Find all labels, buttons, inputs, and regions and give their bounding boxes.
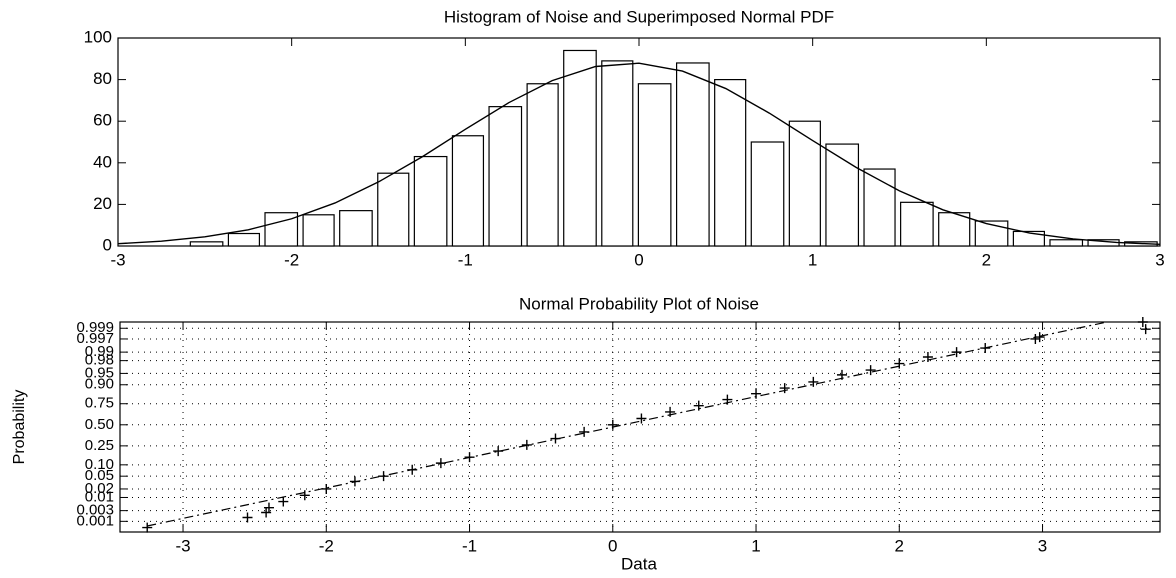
y-tick-label: 0.02 (85, 480, 114, 497)
y-tick-label: 0.25 (85, 437, 114, 454)
data-point (1137, 317, 1148, 327)
pdf-curve (117, 62, 1161, 246)
y-tick-label: 0.01 (85, 488, 114, 505)
histogram-bar (675, 62, 710, 247)
data-point (836, 369, 847, 380)
histogram-bar (1012, 230, 1045, 247)
data-point (550, 433, 561, 444)
data-point (464, 452, 475, 463)
y-tick-label: 0.10 (85, 456, 114, 473)
y-tick-label: 0.75 (85, 395, 114, 412)
data-point (865, 365, 876, 376)
x-tick-label: -3 (175, 536, 190, 555)
histogram-bar (526, 83, 559, 247)
data-point (636, 413, 647, 424)
histogram-bar (563, 49, 597, 247)
data-point (922, 352, 933, 363)
data-point (378, 471, 389, 482)
data-point (665, 406, 676, 417)
y-tick-label: 0 (103, 235, 112, 254)
axes-frame (119, 321, 1161, 533)
histogram-bar (750, 141, 785, 247)
x-tick-label: -2 (319, 536, 334, 555)
data-point (1034, 332, 1045, 343)
x-tick-label: 0 (608, 536, 617, 555)
histogram-bar (189, 241, 224, 247)
data-point (808, 376, 819, 387)
x-tick-label: -1 (458, 250, 473, 269)
y-tick-label: 40 (93, 152, 112, 171)
histogram-bar (863, 168, 896, 247)
data-point (142, 522, 153, 533)
y-tick-label: 0.997 (76, 330, 114, 347)
data-point (435, 458, 446, 469)
y-tick-label: 0.50 (85, 416, 114, 433)
histogram-bar (488, 106, 523, 247)
data-point (779, 383, 790, 394)
x-tick-label: -1 (462, 536, 477, 555)
data-point (894, 358, 905, 369)
x-tick-label: 3 (1155, 250, 1164, 269)
data-point (521, 439, 532, 450)
x-tick-label: -2 (284, 250, 299, 269)
histogram-bar (601, 60, 634, 247)
y-tick-label: 0.999 (76, 319, 114, 336)
data-point (751, 388, 762, 399)
data-point (607, 419, 618, 430)
histogram-bar (1049, 239, 1084, 247)
histogram-bar (825, 143, 860, 247)
x-tick-label: 1 (751, 536, 760, 555)
data-point (278, 496, 289, 507)
data-point (951, 347, 962, 358)
data-point (263, 502, 274, 513)
data-point (299, 490, 310, 501)
histogram-bar (377, 172, 410, 247)
data-point (579, 426, 590, 437)
x-tick-label: 0 (634, 250, 643, 269)
histogram-bar (637, 83, 672, 247)
data-point (321, 483, 332, 494)
histogram-bar (227, 232, 261, 247)
y-tick-label: 0.99 (85, 343, 114, 360)
histogram-bar (413, 155, 448, 247)
histogram-bar (302, 214, 335, 247)
histogram-bar (714, 78, 747, 247)
x-tick-label: 1 (808, 250, 817, 269)
data-point (722, 394, 733, 405)
y-tick-label: 0.05 (85, 467, 114, 484)
y-tick-label: 20 (93, 194, 112, 213)
histogram-bar (788, 120, 821, 247)
y-tick-label: 0.003 (76, 502, 114, 519)
y-tick-label: 80 (93, 69, 112, 88)
chart-title: Histogram of Noise and Superimposed Norm… (444, 7, 834, 26)
y-tick-label: 60 (93, 111, 112, 130)
chart-title: Normal Probability Plot of Noise (519, 294, 759, 313)
data-point (407, 464, 418, 475)
y-tick-label: 0.95 (85, 364, 114, 381)
reference-line (147, 321, 1108, 527)
y-axis-label: Probability (11, 390, 28, 465)
data-point (493, 446, 504, 457)
x-tick-label: -3 (110, 250, 125, 269)
y-tick-label: 100 (84, 27, 112, 46)
histogram-bar (938, 212, 971, 247)
data-point (693, 400, 704, 411)
data-point (1030, 333, 1041, 344)
data-point (349, 476, 360, 487)
x-tick-label: 2 (895, 536, 904, 555)
data-point (242, 512, 253, 523)
data-point (980, 343, 991, 354)
histogram-bar (900, 201, 934, 247)
x-tick-label: 2 (982, 250, 991, 269)
x-axis-label: Data (621, 554, 657, 573)
y-tick-label: 0.001 (76, 512, 114, 529)
histogram-bar (339, 210, 373, 247)
y-tick-label: 0.98 (85, 352, 114, 369)
x-tick-label: 3 (1038, 536, 1047, 555)
data-point (1140, 324, 1151, 335)
y-tick-label: 0.90 (85, 376, 114, 393)
histogram-bar (451, 135, 485, 247)
